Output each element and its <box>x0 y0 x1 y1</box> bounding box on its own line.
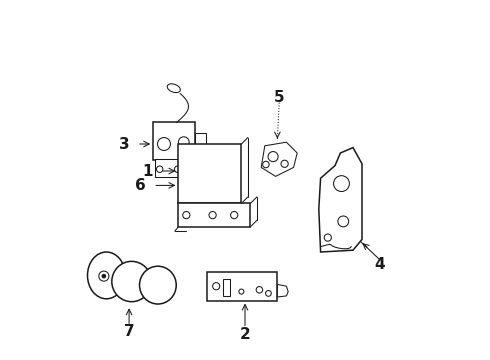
Bar <box>223 279 230 296</box>
Circle shape <box>209 211 216 219</box>
Polygon shape <box>178 182 188 194</box>
Ellipse shape <box>88 252 125 299</box>
Circle shape <box>231 211 238 219</box>
Text: 1: 1 <box>143 163 153 179</box>
Bar <box>153 122 195 160</box>
Circle shape <box>102 274 106 278</box>
Text: 2: 2 <box>240 327 250 342</box>
Ellipse shape <box>167 84 180 93</box>
Circle shape <box>324 234 331 241</box>
Bar <box>178 144 242 203</box>
Text: 3: 3 <box>119 136 130 152</box>
Circle shape <box>334 176 349 192</box>
Circle shape <box>183 211 190 219</box>
Ellipse shape <box>140 266 176 304</box>
Circle shape <box>99 271 109 281</box>
Ellipse shape <box>112 261 151 302</box>
Circle shape <box>156 166 163 172</box>
Bar <box>207 272 277 301</box>
Circle shape <box>338 216 349 227</box>
Text: 4: 4 <box>375 257 385 272</box>
Text: 7: 7 <box>124 324 134 339</box>
Bar <box>195 133 206 153</box>
Circle shape <box>178 137 189 148</box>
Circle shape <box>281 160 288 167</box>
Polygon shape <box>319 148 362 252</box>
Circle shape <box>266 291 271 296</box>
Polygon shape <box>261 142 297 176</box>
Circle shape <box>268 152 278 162</box>
Circle shape <box>239 289 244 294</box>
Text: 6: 6 <box>135 178 146 193</box>
Bar <box>155 159 193 177</box>
Circle shape <box>263 161 269 168</box>
Circle shape <box>157 138 171 150</box>
Circle shape <box>213 283 220 290</box>
Bar <box>178 203 250 227</box>
Text: 5: 5 <box>274 90 285 105</box>
Polygon shape <box>277 284 288 297</box>
Circle shape <box>256 287 263 293</box>
Circle shape <box>174 166 181 172</box>
